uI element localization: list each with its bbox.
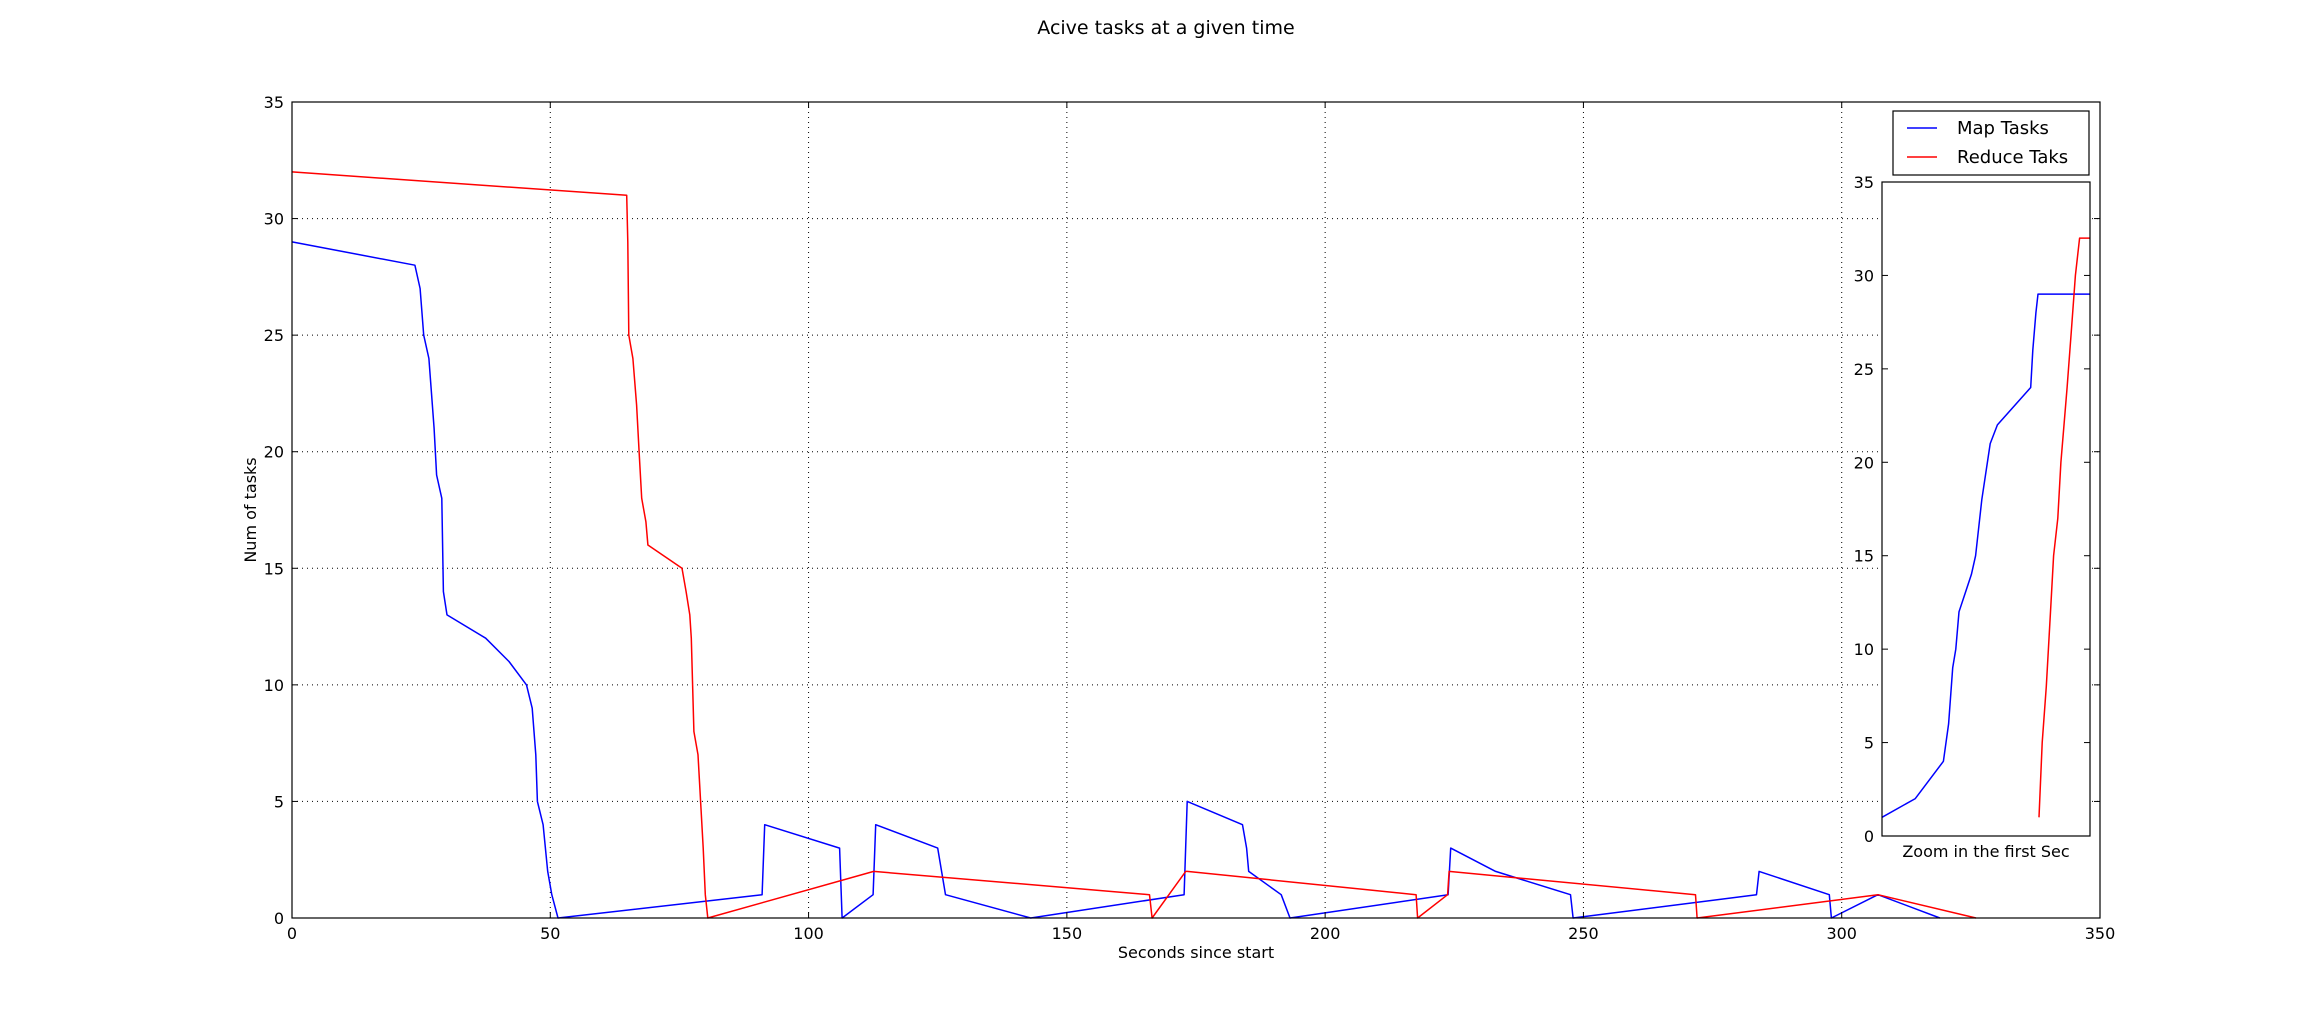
inset-y-tick-label: 35 <box>1854 173 1874 192</box>
y-axis-label: Num of tasks <box>241 457 260 562</box>
map-tasks-line <box>291 241 1941 919</box>
y-tick-label: 35 <box>264 93 284 112</box>
inset-x-label: Zoom in the first Sec <box>1902 842 2069 861</box>
x-tick-label: 250 <box>1568 924 1599 943</box>
x-tick-label: 100 <box>793 924 824 943</box>
main-plot-area <box>291 101 2101 919</box>
inset-y-tick-label: 20 <box>1854 453 1874 472</box>
y-tick-label: 25 <box>264 326 284 345</box>
x-tick-label: 150 <box>1052 924 1083 943</box>
inset-plot-lines <box>1881 237 2090 818</box>
y-tick-label: 30 <box>264 210 284 229</box>
reduce-tasks-line <box>291 171 1977 919</box>
x-tick-label: 0 <box>287 924 297 943</box>
inset-map-tasks-line <box>1881 293 2090 818</box>
inset-y-tick-label: 10 <box>1854 640 1874 659</box>
x-tick-label: 350 <box>2085 924 2116 943</box>
inset-y-tick-label: 0 <box>1864 827 1874 846</box>
inset-y-tick-label: 5 <box>1864 734 1874 753</box>
legend-label-map: Map Tasks <box>1957 118 2049 139</box>
y-tick-label: 15 <box>264 559 284 578</box>
x-tick-label: 200 <box>1310 924 1341 943</box>
legend-box <box>1892 110 2090 176</box>
inset-reduce-tasks-line <box>2038 237 2090 818</box>
chart-title: Acive tasks at a given time <box>1037 17 1294 39</box>
y-tick-label: 20 <box>264 443 284 462</box>
main-plot-lines <box>291 171 1977 919</box>
y-tick-label: 5 <box>274 792 284 811</box>
inset-background <box>1882 182 2090 836</box>
legend-label-reduce: Reduce Taks <box>1957 147 2068 168</box>
y-tick-label: 10 <box>264 676 284 695</box>
x-tick-label: 300 <box>1826 924 1857 943</box>
inset-axis-ticks: 0 5 10 15 20 25 30 35 <box>1854 173 2090 846</box>
inset-plot-area <box>1881 181 2091 837</box>
main-grid <box>292 102 2100 918</box>
x-tick-label: 50 <box>540 924 560 943</box>
inset-y-tick-label: 30 <box>1854 266 1874 285</box>
legend: Map Tasks Reduce Taks <box>1892 110 2090 176</box>
y-tick-label: 0 <box>274 909 284 928</box>
inset-y-tick-label: 25 <box>1854 360 1874 379</box>
inset-y-tick-label: 15 <box>1854 547 1874 566</box>
x-axis-label: Seconds since start <box>1118 943 1274 962</box>
